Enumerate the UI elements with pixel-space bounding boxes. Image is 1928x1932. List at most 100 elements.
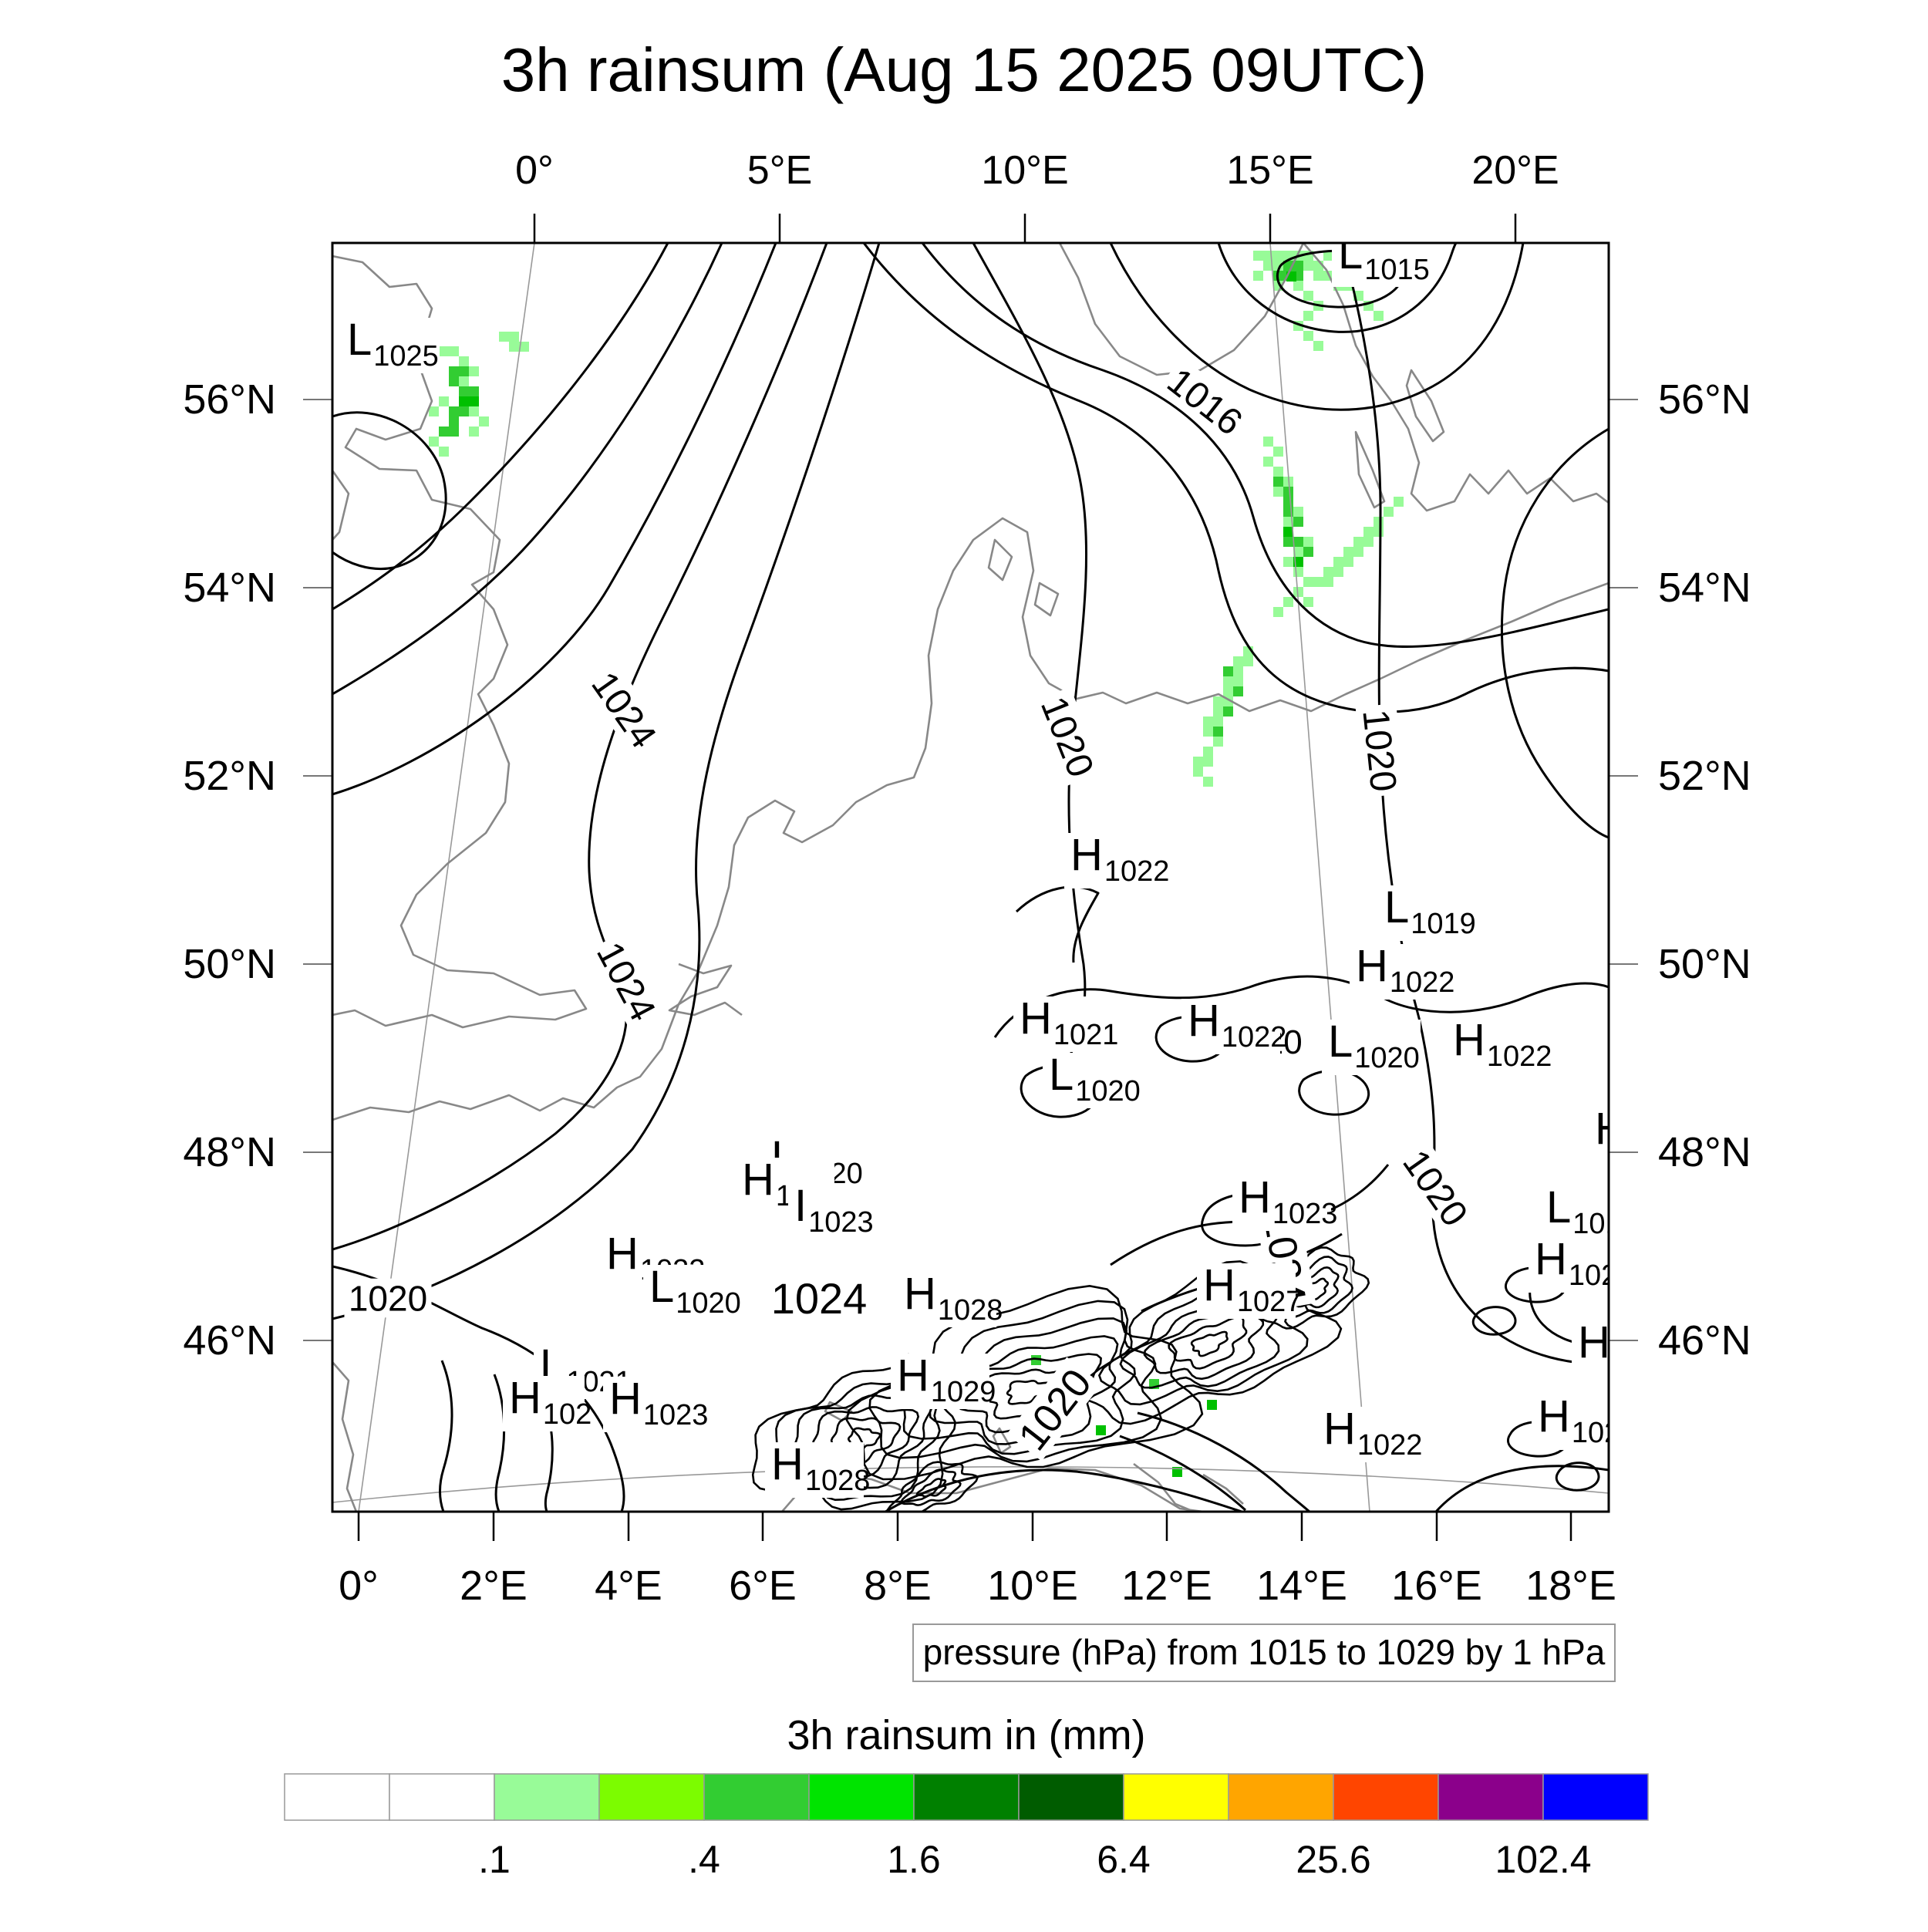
rain-cell (1203, 716, 1213, 727)
contour-label-box (1157, 357, 1254, 445)
rain-cell (1313, 577, 1323, 587)
rain-cell (439, 396, 449, 406)
rain-cell (1313, 341, 1323, 351)
colorbar-tick-label: 25.6 (1296, 1838, 1370, 1881)
rain-cell (449, 406, 459, 416)
pressure-center-letter: H1022 (1070, 830, 1169, 888)
contour-label-box (1355, 703, 1406, 798)
rain-cell (1233, 686, 1243, 696)
pressure-center-letter: H1029 (897, 1350, 996, 1408)
rain-cell (1363, 537, 1374, 547)
rain-cell (1253, 271, 1263, 281)
rain-cell (459, 396, 469, 406)
rain-cell (1353, 537, 1363, 547)
axis-top-longitude: 0° 5°E 10°E 15°E 20°E (515, 148, 1559, 243)
contour-label: 1020 (1354, 703, 1406, 798)
pressure-contour (972, 243, 1088, 1064)
pressure-center-label-box (898, 1272, 996, 1327)
pressure-contour (1137, 1411, 1310, 1512)
axis-tick-label: 0° (515, 148, 554, 193)
pressure-center-label-box (341, 318, 440, 373)
rain-cell (1193, 757, 1203, 767)
coastline (332, 1361, 358, 1512)
rain-cell (1323, 251, 1333, 261)
pressure-caption-text: pressure (hPa) from 1015 to 1029 by 1 hP… (923, 1632, 1606, 1672)
pressure-contour (1015, 885, 1100, 963)
axis-tick-label: 0° (339, 1563, 379, 1609)
rain-cell (459, 356, 469, 366)
rain-cell (1303, 537, 1313, 547)
rain-cell (1323, 577, 1333, 587)
pressure-contour (921, 243, 1609, 648)
pressure-center-label: L1019 (1378, 882, 1477, 941)
pressure-center-label-box (1572, 1320, 1609, 1376)
axis-tick-label: 10°E (981, 148, 1068, 193)
pressure-center-label: L1020 (1043, 1050, 1141, 1108)
alpine-contour-ring (915, 1478, 947, 1498)
rain-cell (1273, 487, 1283, 497)
alpine-contour-ring (1259, 1246, 1370, 1330)
colorbar-cell (1018, 1773, 1124, 1821)
rain-cell (1293, 507, 1303, 517)
alpine-contour-ring (1168, 1316, 1248, 1370)
pressure-center-label: H1028 (898, 1269, 1003, 1327)
contour-label-text: 1020 (1033, 691, 1101, 783)
axis-tick-label: 4°E (595, 1563, 662, 1609)
rain-cell (1263, 437, 1273, 447)
colorbar-tick-label: 1.6 (887, 1838, 941, 1881)
rain-cell (1293, 567, 1303, 577)
pressure-center-label: L1019 (1540, 1182, 1609, 1241)
axis-tick-label: 10°E (987, 1563, 1078, 1609)
pressure-center-label-box (1043, 1053, 1141, 1108)
axis-tick-label: 48°N (183, 1129, 276, 1175)
rain-cell (1303, 597, 1313, 607)
pressure-contour (1119, 1435, 1247, 1512)
rain-cell (1283, 537, 1293, 547)
pressure-center-label-box (503, 1376, 585, 1431)
rain-cell (1293, 547, 1303, 557)
rain-cell (449, 366, 459, 376)
axis-tick-label: 52°N (183, 753, 276, 799)
rain-cell (469, 386, 479, 396)
colorbar-tick-label: .1 (478, 1838, 511, 1881)
pressure-contour (1555, 1462, 1600, 1492)
contour-label-text: 1020 (1354, 707, 1404, 794)
pressure-center-label: H1020 (1529, 1234, 1609, 1293)
pressure-contour (332, 243, 828, 1251)
pressure-center-label-box (1197, 1263, 1296, 1319)
colorbar-cell (1228, 1773, 1334, 1821)
rain-cell (1374, 311, 1384, 321)
pressure-center-letter: H102 (1578, 1317, 1660, 1375)
rain-cell (1273, 477, 1283, 487)
rain-cell (1223, 676, 1233, 686)
pressure-center-label: H1022 (1064, 830, 1169, 888)
rain-cell (469, 427, 479, 437)
axis-tick-label: 6°E (729, 1563, 797, 1609)
axis-tick-label: 50°N (183, 941, 276, 987)
rain-cell (459, 376, 469, 386)
pressure-center-label-box (1322, 1020, 1421, 1075)
plot-title: 3h rainsum (Aug 15 2025 09UTC) (501, 35, 1427, 104)
rain-cell (1394, 497, 1404, 507)
pressure-center-label-box (1350, 944, 1448, 1000)
axis-tick-label: 48°N (1658, 1129, 1751, 1175)
pressure-contour (1471, 1306, 1517, 1336)
alpine-contour-ring (900, 1468, 962, 1506)
rain-cell (1273, 261, 1283, 271)
pressure-center-label: H10 (1589, 1104, 1609, 1162)
graticule-line (332, 1465, 1609, 1503)
rain-cell (1303, 331, 1313, 341)
pressure-center-label-box (1181, 999, 1280, 1054)
rain-cell (1333, 567, 1343, 577)
alpine-contour-ring (925, 1335, 1119, 1445)
rain-cell (1303, 311, 1313, 321)
alpine-contour-ring (895, 1317, 1136, 1455)
rain-cell (1343, 557, 1353, 567)
rain-cell (1293, 261, 1303, 271)
rain-cell (1213, 706, 1223, 716)
coastline (332, 517, 1609, 1121)
rain-cell (479, 416, 489, 427)
pressure-center-label-box (1529, 1237, 1609, 1293)
rain-cell (1323, 567, 1333, 577)
pressure-center-letter: L1015 (1338, 228, 1430, 286)
